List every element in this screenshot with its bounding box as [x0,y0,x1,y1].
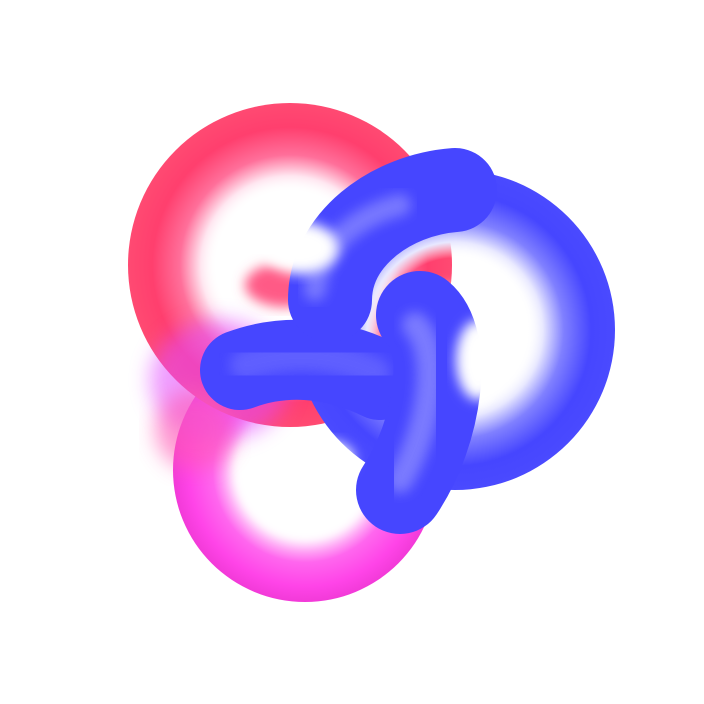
crossing-strand-horizontal [200,319,420,420]
crossing-strand-upper [288,148,497,342]
crossing-strand-vertical [356,271,482,534]
hole-highlights [262,222,500,476]
